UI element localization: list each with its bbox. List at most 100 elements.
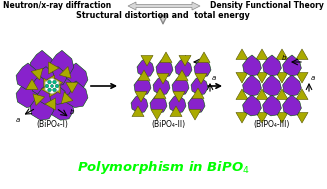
Polygon shape [198, 52, 210, 63]
Polygon shape [64, 63, 88, 90]
Text: b: b [282, 55, 286, 61]
Circle shape [53, 80, 56, 84]
Polygon shape [38, 85, 55, 104]
Polygon shape [296, 73, 308, 83]
Polygon shape [243, 75, 261, 96]
Polygon shape [192, 88, 204, 98]
Polygon shape [160, 52, 172, 63]
Polygon shape [256, 73, 268, 83]
Polygon shape [243, 55, 261, 76]
Polygon shape [195, 74, 207, 84]
Polygon shape [138, 70, 150, 81]
Polygon shape [16, 63, 40, 90]
Polygon shape [33, 94, 44, 105]
Polygon shape [153, 76, 170, 95]
Polygon shape [31, 68, 43, 80]
Polygon shape [45, 78, 59, 94]
Text: Density Functional Theory: Density Functional Theory [210, 2, 324, 11]
Polygon shape [276, 73, 288, 83]
Polygon shape [134, 76, 151, 95]
Polygon shape [236, 89, 248, 99]
Polygon shape [47, 75, 55, 84]
Polygon shape [156, 58, 173, 77]
Polygon shape [189, 109, 201, 120]
Text: Polymorphism in BiPO$_4$: Polymorphism in BiPO$_4$ [77, 159, 250, 176]
Polygon shape [179, 56, 191, 66]
Polygon shape [263, 55, 281, 76]
Polygon shape [49, 85, 66, 104]
Polygon shape [30, 94, 54, 120]
Polygon shape [61, 92, 73, 104]
Polygon shape [263, 95, 281, 116]
Polygon shape [135, 91, 147, 102]
Polygon shape [283, 55, 301, 76]
Text: (BiPO₄-I): (BiPO₄-I) [36, 119, 68, 129]
Polygon shape [172, 76, 189, 95]
Text: a: a [16, 117, 20, 123]
Polygon shape [236, 112, 248, 123]
Polygon shape [131, 94, 148, 113]
Polygon shape [243, 95, 261, 116]
Polygon shape [236, 73, 248, 83]
Polygon shape [191, 76, 208, 95]
Text: (BiPO₄-III): (BiPO₄-III) [254, 119, 290, 129]
Polygon shape [276, 112, 288, 123]
Polygon shape [169, 94, 186, 113]
Polygon shape [31, 76, 48, 95]
Text: b: b [70, 109, 74, 115]
Polygon shape [132, 106, 144, 116]
Polygon shape [256, 49, 268, 60]
Polygon shape [296, 112, 308, 123]
Polygon shape [137, 58, 154, 77]
Polygon shape [256, 112, 268, 123]
Polygon shape [276, 89, 288, 99]
Text: a: a [311, 75, 315, 81]
Polygon shape [49, 67, 66, 86]
Circle shape [48, 88, 51, 92]
Polygon shape [276, 49, 288, 60]
Polygon shape [55, 78, 63, 87]
Polygon shape [194, 58, 211, 77]
Text: a: a [212, 75, 216, 81]
Text: b: b [184, 55, 188, 61]
Polygon shape [170, 106, 182, 116]
Polygon shape [263, 75, 281, 96]
Polygon shape [50, 94, 74, 120]
Polygon shape [151, 109, 163, 120]
Circle shape [45, 84, 49, 88]
Polygon shape [38, 67, 55, 86]
Polygon shape [64, 81, 88, 108]
Polygon shape [188, 94, 205, 113]
Polygon shape [154, 88, 166, 98]
Polygon shape [50, 50, 74, 77]
Polygon shape [16, 81, 40, 108]
Polygon shape [236, 49, 248, 60]
Text: (BiPO₄-II): (BiPO₄-II) [151, 119, 185, 129]
Polygon shape [44, 78, 51, 87]
Polygon shape [45, 98, 56, 110]
Polygon shape [296, 49, 308, 60]
Polygon shape [141, 56, 153, 66]
Circle shape [53, 88, 56, 92]
Text: Structural distortion and  total energy: Structural distortion and total energy [76, 12, 250, 20]
Polygon shape [157, 74, 169, 84]
Polygon shape [41, 85, 49, 94]
Polygon shape [53, 85, 60, 94]
Polygon shape [66, 83, 78, 93]
Polygon shape [175, 58, 192, 77]
Polygon shape [56, 76, 73, 95]
Text: Neutron/x-ray diffraction: Neutron/x-ray diffraction [3, 2, 111, 11]
Circle shape [55, 84, 59, 88]
Circle shape [48, 80, 51, 84]
Polygon shape [26, 79, 38, 90]
Polygon shape [173, 91, 185, 102]
Circle shape [50, 84, 54, 88]
Polygon shape [150, 94, 167, 113]
Polygon shape [296, 89, 308, 99]
Polygon shape [283, 95, 301, 116]
Polygon shape [283, 75, 301, 96]
Polygon shape [30, 50, 54, 77]
Polygon shape [48, 62, 59, 74]
Polygon shape [128, 2, 200, 10]
Polygon shape [256, 89, 268, 99]
